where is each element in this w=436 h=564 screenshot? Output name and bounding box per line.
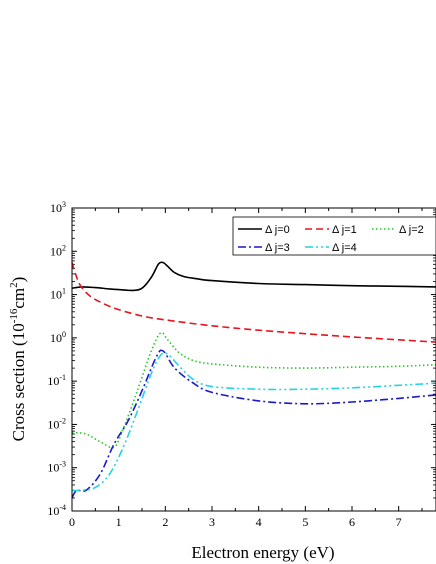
y-tick-label: 10-2 xyxy=(47,416,66,431)
y-tick-label: 10-1 xyxy=(47,373,66,388)
x-tick-label: 5 xyxy=(302,515,308,529)
x-tick-labels: 0 1 2 3 4 5 6 7 xyxy=(69,515,402,529)
y-axis-title: Cross section (10-16cm2) xyxy=(8,277,28,442)
y-axis-title-exponent: -16 xyxy=(8,308,20,323)
x-tick-label: 3 xyxy=(209,515,215,529)
legend-label: Δ j=0 xyxy=(265,224,290,236)
x-tick-label: 0 xyxy=(69,515,75,529)
series-layer xyxy=(71,261,436,499)
x-tick-label: 7 xyxy=(396,515,402,529)
series-line-0 xyxy=(71,261,436,292)
y-axis-title-unit-exponent: 2 xyxy=(8,282,20,288)
series-line-3 xyxy=(71,349,436,499)
legend-label: Δ j=2 xyxy=(399,224,424,236)
legend-box xyxy=(232,216,436,256)
y-axis-title-suffix: ) xyxy=(9,277,28,283)
y-tick-label: 10-4 xyxy=(47,503,66,518)
y-axis-title-middle: cm xyxy=(9,288,28,309)
x-tick-label: 6 xyxy=(349,515,355,529)
plot-frame xyxy=(71,207,436,512)
x-tick-label: 1 xyxy=(116,515,122,529)
y-tick-label: 102 xyxy=(50,243,66,258)
y-tick-label: 101 xyxy=(50,287,66,302)
y-tick-label: 100 xyxy=(50,330,66,345)
y-tick-label: 103 xyxy=(50,200,66,215)
legend-label: Δ j=3 xyxy=(265,242,290,254)
y-axis-title-prefix: Cross section (10 xyxy=(9,323,28,441)
legend-items: Δ j=0 Δ j=1 Δ j=2 Δ j=3 Δ j=4 xyxy=(238,224,424,254)
series-line-4 xyxy=(71,351,436,492)
legend-label: Δ j=1 xyxy=(332,224,357,236)
x-tick-label: 4 xyxy=(256,515,262,529)
legend-label: Δ j=4 xyxy=(332,242,357,254)
x-tick-label: 2 xyxy=(162,515,168,529)
y-tick-labels: 10-4 10-3 10-2 10-1 100 101 102 103 xyxy=(47,200,66,518)
series-line-2 xyxy=(71,331,436,449)
x-axis-title: Electron energy (eV) xyxy=(191,543,334,562)
series-line-1 xyxy=(71,262,436,343)
y-tick-label: 10-3 xyxy=(47,460,66,475)
legend: Δ j=0 Δ j=1 Δ j=2 Δ j=3 Δ j=4 xyxy=(232,216,436,256)
